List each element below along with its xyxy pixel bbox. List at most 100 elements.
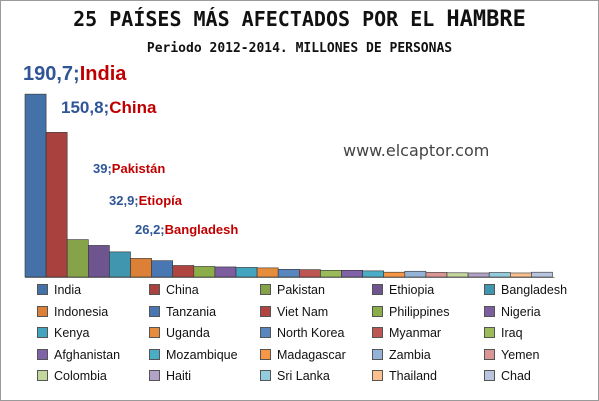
legend-item: Yemen	[484, 348, 539, 362]
annotation-bangladesh: 26,2;Bangladesh	[135, 222, 238, 237]
legend-swatch	[149, 284, 160, 295]
legend-label: Colombia	[54, 369, 107, 383]
annotation-ethiopia: 32,9;Etiopía	[109, 193, 182, 208]
legend-swatch	[37, 284, 48, 295]
legend-swatch	[260, 370, 271, 381]
legend-item: Ethiopia	[372, 283, 434, 297]
legend-swatch	[372, 348, 383, 360]
annotation-china: 150,8;China	[61, 98, 156, 118]
bar-north-korea	[277, 269, 300, 278]
legend-label: Myanmar	[389, 326, 442, 340]
legend-item: Iraq	[484, 326, 523, 340]
legend-item: Pakistan	[260, 283, 325, 297]
title-prefix: 25 PAÍSES MÁS AFECTADOS POR EL	[73, 7, 435, 31]
bar-yemen	[425, 272, 448, 278]
legend-label: Sri Lanka	[277, 369, 330, 383]
legend-item: Myanmar	[372, 326, 441, 340]
legend-item: Nigeria	[484, 305, 541, 319]
legend-item: Philippines	[372, 305, 449, 319]
bar-haiti	[467, 272, 490, 278]
bar-pakistan	[66, 239, 89, 278]
legend-item: Sri Lanka	[260, 369, 330, 383]
legend-item: Bangladesh	[484, 283, 567, 297]
legend-swatch	[260, 284, 271, 295]
annotation-pakistan: 39;Pakistán	[93, 161, 165, 176]
legend-label: Madagascar	[277, 347, 346, 362]
legend-item: India	[37, 283, 81, 297]
legend-label: Tanzania	[166, 304, 217, 319]
annotation-label: Etiopía	[138, 193, 182, 208]
legend-swatch	[37, 370, 48, 381]
annotation-value: 32,9;	[109, 193, 139, 208]
bar-iraq	[320, 269, 342, 278]
legend-label: India	[54, 283, 82, 297]
bar-nigeria	[214, 266, 237, 278]
annotation-value: 39;	[93, 161, 112, 176]
legend-swatch	[484, 305, 495, 317]
legend-label: Pakistan	[277, 283, 325, 297]
legend-item: North Korea	[260, 326, 344, 340]
annotation-value: 26,2;	[135, 222, 165, 237]
legend-item: Indonesia	[37, 305, 108, 319]
legend-label: Thailand	[389, 369, 437, 383]
bar-ethiopia	[88, 245, 110, 278]
legend-label: Ethiopia	[389, 283, 435, 297]
legend-swatch	[149, 348, 160, 360]
legend-label: Bangladesh	[501, 283, 568, 297]
bar-china	[45, 132, 68, 278]
bar-mozambique	[362, 270, 385, 278]
legend-label: Mozambique	[166, 347, 238, 362]
bar-viet-nam	[172, 265, 195, 278]
legend-swatch	[484, 348, 495, 360]
legend-item: Afghanistan	[37, 348, 120, 362]
legend-swatch	[484, 284, 495, 295]
bar-zambia	[404, 270, 427, 278]
legend-label: Iraq	[501, 326, 523, 340]
legend-item: China	[149, 283, 199, 297]
legend-item: Kenya	[37, 326, 89, 340]
bar-india	[24, 93, 47, 278]
legend-item: Mozambique	[149, 348, 238, 362]
legend-label: Chad	[501, 369, 531, 383]
legend-swatch	[260, 327, 271, 338]
bar-colombia	[446, 272, 469, 278]
legend-swatch	[484, 327, 495, 338]
bar-afghanistan	[341, 269, 363, 278]
annotation-value: 150,8;	[61, 98, 110, 117]
legend-swatch	[372, 305, 383, 317]
bar-bangladesh	[109, 251, 131, 278]
legend-label: Haiti	[166, 369, 192, 383]
legend-label: Philippines	[389, 304, 450, 319]
legend-swatch	[372, 284, 383, 295]
legend-item: Madagascar	[260, 348, 346, 362]
legend-item: Colombia	[37, 369, 107, 383]
bar-myanmar	[298, 269, 321, 278]
watermark: www.elcaptor.com	[343, 141, 490, 160]
legend-item: Tanzania	[149, 305, 216, 319]
annotation-label: Bangladesh	[164, 222, 239, 237]
legend-label: Afghanistan	[54, 347, 121, 362]
annotation-india: 190,7;India	[23, 63, 126, 86]
annotation-label: China	[109, 98, 157, 117]
legend-item: Thailand	[372, 369, 437, 383]
legend-swatch	[260, 348, 271, 360]
legend-swatch	[149, 370, 160, 381]
annotation-value: 190,7;	[23, 63, 80, 85]
legend-label: Zambia	[389, 347, 431, 362]
bar-uganda	[256, 267, 279, 278]
legend-swatch	[37, 327, 48, 338]
legend-item: Viet Nam	[260, 305, 328, 319]
bar-kenya	[235, 267, 258, 278]
chart-subtitle: Periodo 2012-2014. MILLONES DE PERSONAS	[146, 41, 453, 56]
bar-madagascar	[383, 271, 406, 278]
legend-label: Kenya	[54, 326, 90, 340]
legend-label: Viet Nam	[277, 304, 329, 319]
legend-item: Uganda	[149, 326, 210, 340]
legend-swatch	[372, 370, 383, 381]
legend-label: North Korea	[277, 326, 345, 340]
legend-label: Nigeria	[501, 304, 541, 319]
bar-sri-lanka	[488, 272, 511, 278]
legend-swatch	[149, 305, 160, 317]
